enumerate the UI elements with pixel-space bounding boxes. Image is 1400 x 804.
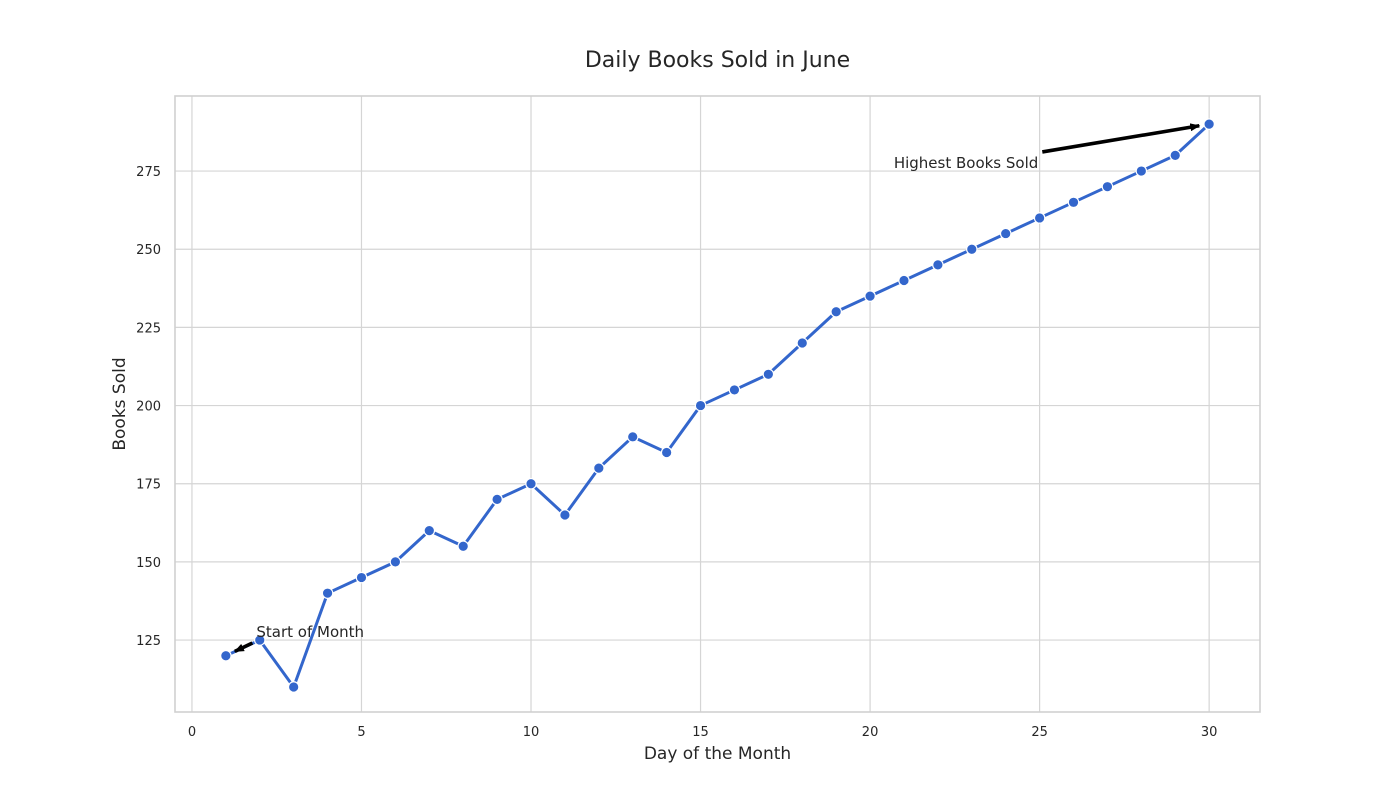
data-point <box>491 493 503 506</box>
data-point <box>253 634 266 646</box>
x-tick-label: 20 <box>862 725 879 740</box>
annotation-label: Start of Month <box>256 623 364 641</box>
annotation-label: Highest Books Sold <box>894 154 1038 172</box>
data-point <box>762 368 775 381</box>
data-point <box>1169 149 1182 162</box>
y-tick-label: 200 <box>136 400 161 415</box>
data-point <box>457 540 470 553</box>
x-tick-label: 25 <box>1031 725 1048 740</box>
y-tick-label: 250 <box>136 243 161 258</box>
data-point <box>965 243 978 256</box>
data-point <box>423 524 436 537</box>
data-point <box>1067 196 1080 209</box>
tick-labels: 0 5 10 15 20 25 30 125 150 175 200 225 250 275 <box>136 165 1217 740</box>
annotation-arrow <box>233 641 254 654</box>
y-tick-label: 225 <box>136 321 161 336</box>
plot-area-frame <box>174 95 1261 713</box>
data-point <box>389 556 402 568</box>
annotations: Start of Month Highest Books Sold <box>233 123 1201 654</box>
y-tick-label: 175 <box>136 478 161 493</box>
x-axis-label: Day of the Month <box>644 744 791 764</box>
y-tick-label: 150 <box>136 556 161 571</box>
data-point <box>864 290 876 302</box>
y-axis-label: Books Sold <box>110 357 130 450</box>
chart-title: Daily Books Sold in June <box>585 48 850 73</box>
x-tick-label: 10 <box>523 725 540 740</box>
data-point <box>932 259 944 271</box>
series-layer <box>220 118 1215 693</box>
data-point <box>626 431 639 443</box>
data-point <box>660 446 673 459</box>
data-point <box>999 227 1012 240</box>
data-point <box>830 305 842 318</box>
data-point <box>694 399 707 412</box>
data-point <box>1101 180 1114 193</box>
x-tick-label: 30 <box>1201 725 1218 740</box>
data-point <box>1203 118 1215 130</box>
grid <box>175 96 1260 712</box>
annotation-arrow <box>1042 123 1201 154</box>
data-point <box>593 462 605 474</box>
y-tick-label: 275 <box>136 165 161 180</box>
data-point <box>898 274 910 287</box>
data-point <box>728 384 741 396</box>
data-point <box>796 337 809 349</box>
data-point <box>355 571 368 584</box>
data-point <box>1135 165 1148 177</box>
data-point <box>1033 212 1046 224</box>
data-point <box>287 681 300 693</box>
x-tick-label: 0 <box>188 725 196 740</box>
x-tick-label: 5 <box>357 725 365 740</box>
x-tick-label: 15 <box>692 725 709 740</box>
series-line <box>224 122 1211 689</box>
data-point <box>525 477 537 490</box>
data-point <box>220 649 232 662</box>
data-point <box>321 587 334 599</box>
data-point <box>559 509 571 521</box>
y-tick-label: 125 <box>136 634 161 649</box>
